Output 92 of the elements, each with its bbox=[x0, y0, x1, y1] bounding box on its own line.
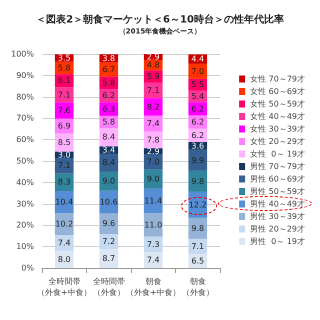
legend-label: 女性 70～79才 bbox=[250, 74, 306, 84]
data-label: 10.6 bbox=[100, 198, 118, 207]
data-label: 8.3 bbox=[58, 178, 71, 187]
data-label: 4.8 bbox=[146, 60, 160, 70]
y-tick-label: 10% bbox=[16, 242, 34, 252]
legend-label: 女性 50～59才 bbox=[250, 100, 306, 108]
y-tick-label: 50% bbox=[16, 156, 34, 166]
data-label: 5.8 bbox=[58, 63, 71, 72]
data-label: 7.1 bbox=[191, 242, 204, 251]
bar bbox=[188, 150, 208, 171]
data-label: 6.2 bbox=[191, 104, 204, 114]
bar bbox=[144, 116, 163, 132]
legend-label: 女性 40～49才 bbox=[250, 112, 306, 121]
data-label: 7.2 bbox=[102, 237, 116, 246]
y-tick-label: 0% bbox=[21, 264, 34, 272]
y-tick-label: 70% bbox=[16, 114, 34, 123]
data-label: 11.0 bbox=[144, 220, 162, 230]
y-tick-label: 30% bbox=[16, 199, 34, 208]
data-label: 8.4 bbox=[102, 132, 116, 142]
y-tick-label: 80% bbox=[16, 92, 34, 102]
data-label: 7.0 bbox=[191, 66, 204, 76]
data-label: 7.6 bbox=[58, 106, 71, 115]
data-label: 9.6 bbox=[102, 219, 116, 228]
data-label: 8.2 bbox=[146, 102, 160, 112]
legend-label: 女性 20～29才 bbox=[250, 137, 306, 146]
data-label: 6.1 bbox=[58, 76, 71, 86]
data-label: 4.4 bbox=[191, 54, 204, 64]
data-label: 9.8 bbox=[191, 176, 204, 186]
x-tick-label: 全時間帯（外食） bbox=[92, 277, 125, 297]
data-label: 3.4 bbox=[102, 145, 116, 154]
y-tick-label: 60% bbox=[16, 135, 34, 144]
data-label: 6.7 bbox=[102, 65, 116, 74]
legend-label: 男性 70～79才 bbox=[250, 162, 306, 171]
data-label: 7.8 bbox=[146, 135, 160, 144]
data-label: 5.8 bbox=[102, 78, 116, 88]
data-label: 5.8 bbox=[102, 118, 116, 127]
x-tick-label: 全時間帯（外食+中食） bbox=[36, 277, 92, 297]
bar bbox=[99, 234, 118, 250]
y-tick-label: 90% bbox=[16, 70, 34, 80]
data-label: 7.1 bbox=[146, 86, 160, 95]
data-label: 8.0 bbox=[58, 254, 71, 264]
bar bbox=[54, 235, 74, 251]
data-label: 9.9 bbox=[191, 156, 204, 165]
bar bbox=[54, 87, 74, 102]
data-label: 10.2 bbox=[55, 220, 74, 229]
data-label: 6.2 bbox=[191, 118, 204, 127]
data-label: 7.1 bbox=[58, 90, 71, 100]
legend-label: 男性 20～29才 bbox=[250, 224, 306, 234]
data-label: 10.4 bbox=[55, 198, 74, 207]
data-label: 2.9 bbox=[146, 146, 160, 156]
legend-label: 女性 60～69才 bbox=[250, 87, 306, 96]
data-label: 7.0 bbox=[146, 157, 160, 166]
data-label: 7.4 bbox=[146, 256, 160, 265]
x-tick-label: 朝食（外食） bbox=[182, 277, 214, 297]
data-label: 6.9 bbox=[58, 122, 71, 131]
data-label: 3.0 bbox=[58, 150, 71, 160]
chart-title: ＜図表2＞朝食マーケット＜6～10時台＞の性年代比率 bbox=[36, 14, 284, 26]
y-tick-label: 100% bbox=[11, 50, 34, 58]
legend-label: 女性 0～ 19才 bbox=[250, 150, 306, 158]
data-label: 8.4 bbox=[102, 158, 116, 167]
data-label: 3.6 bbox=[191, 141, 204, 150]
data-label: 6.2 bbox=[102, 91, 116, 100]
data-label: 8.7 bbox=[102, 254, 116, 264]
data-label: 6.2 bbox=[191, 130, 204, 140]
data-label: 7.4 bbox=[146, 119, 160, 128]
legend-label: 男性 0～ 19才 bbox=[250, 237, 306, 246]
data-label: 5.5 bbox=[191, 80, 204, 90]
data-label: 3.8 bbox=[102, 54, 116, 63]
legend-label: 男性 60～69才 bbox=[250, 174, 306, 184]
x-tick-label: 朝食（外食+中食） bbox=[126, 277, 181, 297]
legend-label: 女性 30～39才 bbox=[250, 124, 306, 134]
data-label: 7.3 bbox=[146, 240, 160, 249]
data-label: 7.1 bbox=[58, 161, 71, 170]
legend-label: 男性 30～39才 bbox=[250, 212, 306, 221]
y-tick-label: 40% bbox=[16, 178, 34, 187]
data-label: 6.3 bbox=[102, 104, 116, 114]
data-label: 5.4 bbox=[191, 92, 204, 101]
data-label: 5.9 bbox=[146, 72, 160, 82]
data-label: 9.0 bbox=[102, 176, 116, 186]
legend-label: 男性 50～59才 bbox=[250, 187, 306, 196]
legend-label: 男性 40～49才 bbox=[250, 200, 306, 208]
data-label: 7.4 bbox=[58, 238, 71, 248]
data-label: 9.0 bbox=[146, 174, 160, 184]
bar bbox=[144, 188, 163, 213]
data-label: 8.5 bbox=[58, 138, 71, 147]
data-label: 3.5 bbox=[58, 53, 71, 62]
data-label: 6.5 bbox=[191, 256, 204, 266]
y-tick-label: 20% bbox=[16, 220, 34, 230]
data-label: 11.4 bbox=[144, 196, 162, 206]
data-label: 12.2 bbox=[188, 200, 207, 210]
bar bbox=[144, 252, 163, 268]
data-label: 9.8 bbox=[191, 224, 204, 233]
